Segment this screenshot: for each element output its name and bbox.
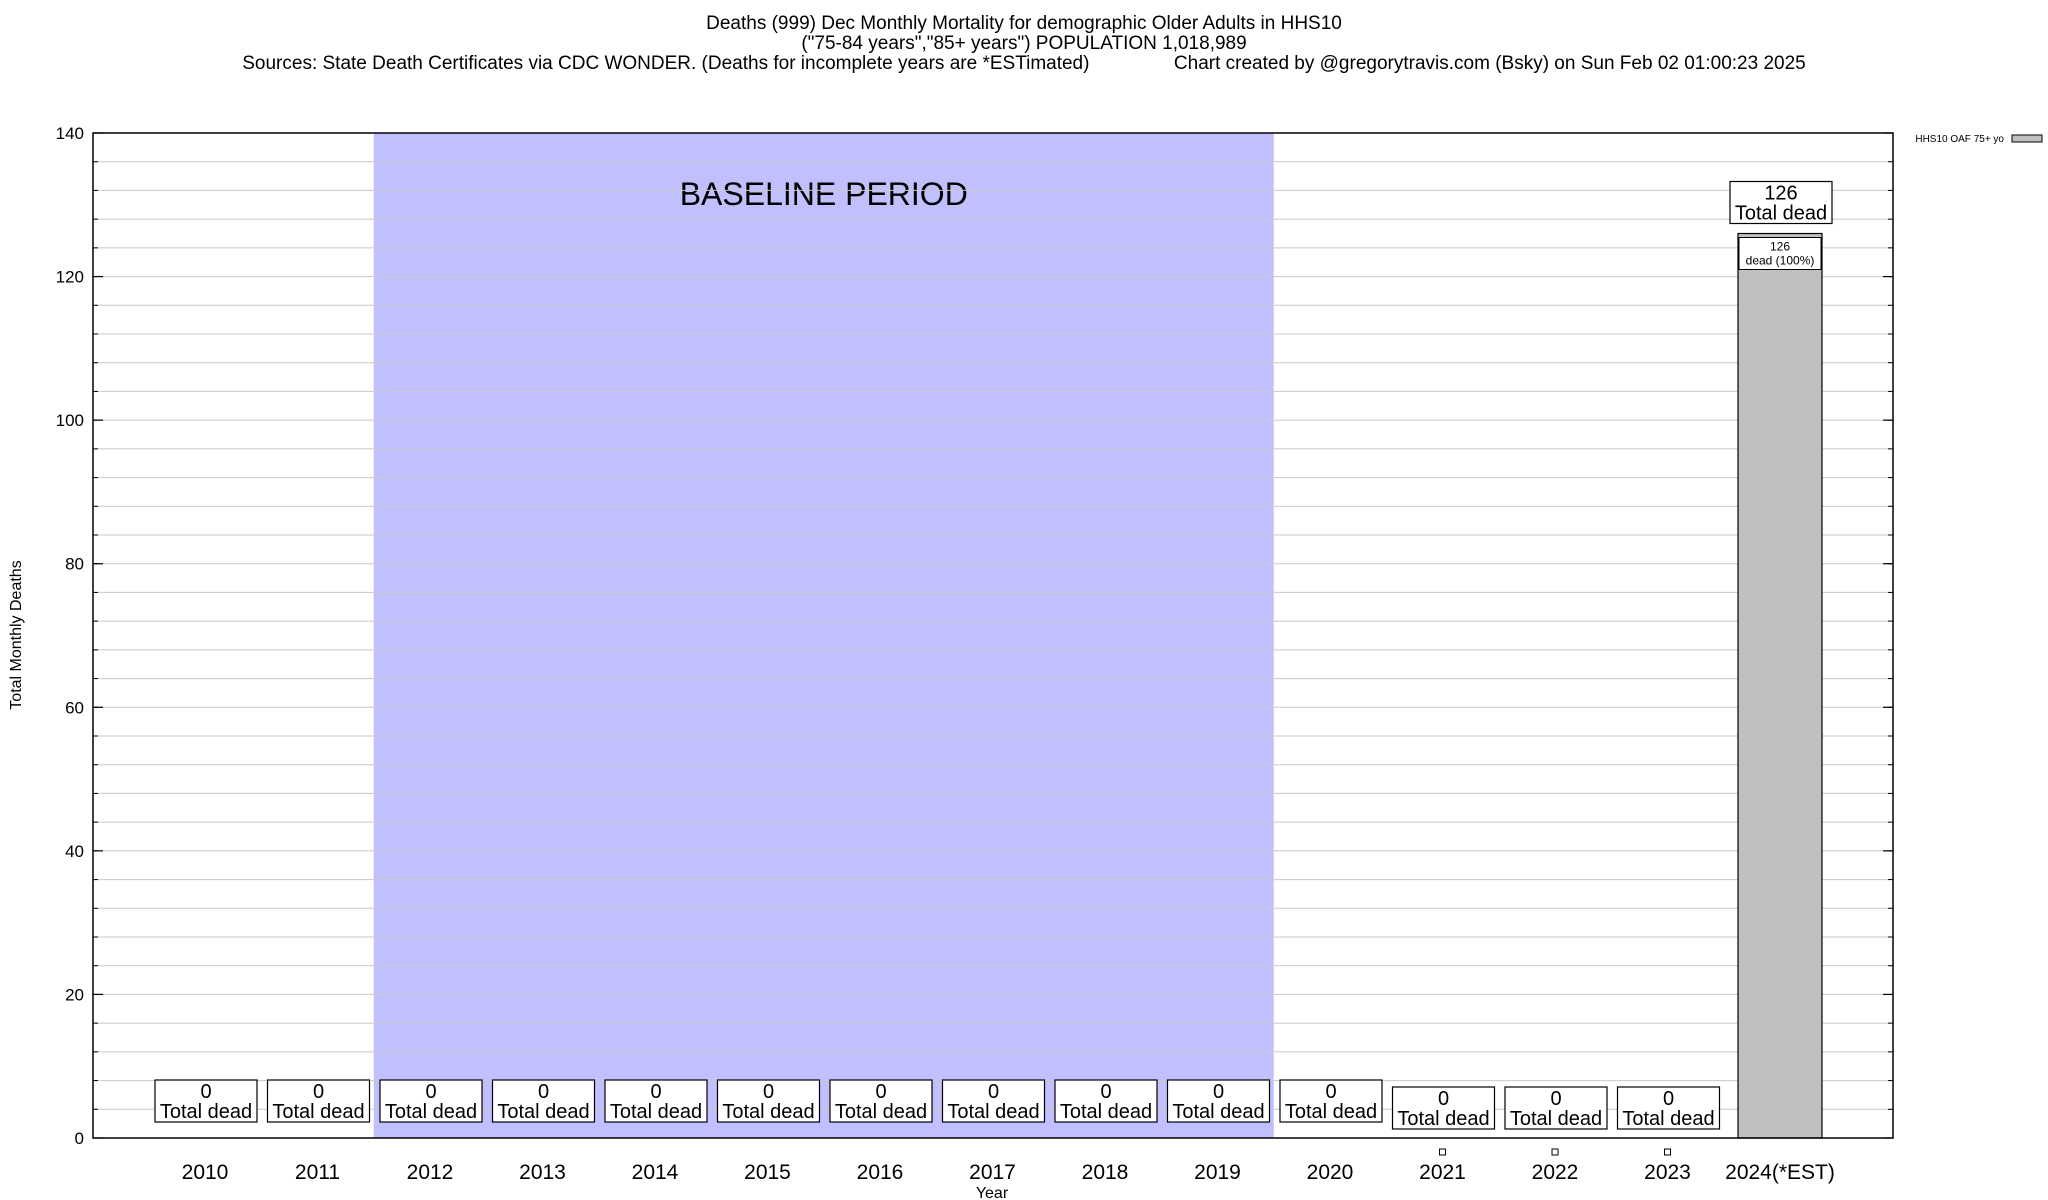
y-tick-label: 100: [56, 411, 84, 430]
x-tick-label: 2023: [1644, 1161, 1691, 1184]
total-label-value: 0: [200, 1081, 211, 1103]
total-label-value: 0: [988, 1081, 999, 1103]
total-label-box: [154, 1079, 258, 1123]
total-label-box: [716, 1079, 821, 1123]
total-label-value: 0: [425, 1081, 436, 1103]
x-tick-label: 2017: [969, 1161, 1016, 1184]
inner-label-value: 126: [1770, 240, 1790, 254]
total-label-text: Total dead: [1622, 1108, 1714, 1130]
total-label-text: Total dead: [1172, 1101, 1264, 1123]
total-label-value: 126: [1764, 183, 1797, 205]
x-tick-label: 2021: [1419, 1161, 1466, 1184]
total-label-value: 0: [1663, 1088, 1674, 1110]
inner-label-percent: dead (100%): [1746, 254, 1815, 268]
bar: [1737, 232, 1823, 1139]
point-marker: [1439, 1148, 1446, 1156]
y-tick-label: 60: [65, 698, 84, 717]
total-label-value: 0: [1550, 1088, 1561, 1110]
total-label-box: [379, 1079, 483, 1123]
total-label-box: [1391, 1086, 1496, 1130]
x-tick-label: 2018: [1082, 1161, 1129, 1184]
total-label-value: 0: [763, 1081, 774, 1103]
total-label-value: 0: [650, 1081, 661, 1103]
x-tick-label: 2024(*EST): [1725, 1161, 1835, 1184]
x-tick-label: 2010: [182, 1161, 229, 1184]
x-tick-label: 2022: [1532, 1161, 1579, 1184]
total-label-value: 0: [1438, 1088, 1449, 1110]
x-axis-label: Year: [976, 1185, 1009, 1200]
total-label-value: 0: [1213, 1081, 1224, 1103]
total-label-box: [1054, 1079, 1158, 1123]
baseline-period-label: BASELINE PERIOD: [680, 176, 968, 212]
y-tick-label: 0: [75, 1129, 84, 1148]
total-label-text: Total dead: [160, 1101, 252, 1123]
total-label-box: [941, 1079, 1046, 1123]
x-tick-label: 2012: [407, 1161, 454, 1184]
total-label-box: [1616, 1086, 1721, 1130]
total-label-value: 0: [1325, 1081, 1336, 1103]
x-tick-label: 2014: [632, 1161, 679, 1184]
plot-frame: [92, 132, 1894, 1139]
chart-sources-credit: Sources: State Death Certificates via CD…: [242, 53, 1806, 74]
total-label-value: 0: [313, 1081, 324, 1103]
total-label-text: Total dead: [272, 1101, 364, 1123]
y-tick-label: 140: [56, 124, 84, 143]
x-tick-label: 2019: [1194, 1161, 1241, 1184]
x-tick-label: 2013: [519, 1161, 566, 1184]
total-label-box: [1729, 180, 1833, 225]
total-label-box: [1504, 1086, 1608, 1130]
point-marker: [1664, 1148, 1671, 1156]
total-label-text: Total dead: [610, 1101, 702, 1123]
total-label-box: [1279, 1079, 1383, 1123]
legend-label: HHS10 OAF 75+ yo: [1915, 134, 2004, 145]
y-tick-label: 40: [65, 842, 84, 861]
chart-subtitle: ("75-84 years","85+ years") POPULATION 1…: [801, 33, 1247, 54]
x-tick-label: 2016: [857, 1161, 904, 1184]
total-label-box: [829, 1079, 933, 1123]
total-label-value: 0: [538, 1081, 549, 1103]
x-tick-label: 2015: [744, 1161, 791, 1184]
total-label-value: 0: [1100, 1081, 1111, 1103]
total-label-text: Total dead: [1285, 1101, 1377, 1123]
x-tick-label: 2011: [295, 1161, 340, 1184]
total-label-text: Total dead: [1510, 1108, 1602, 1130]
y-tick-label: 20: [65, 985, 84, 1004]
total-label-text: Total dead: [1735, 203, 1827, 225]
x-tick-label: 2020: [1307, 1161, 1354, 1184]
total-label-text: Total dead: [497, 1101, 589, 1123]
total-label-text: Total dead: [1060, 1101, 1152, 1123]
total-label-box: [604, 1079, 708, 1123]
total-label-box: [266, 1079, 371, 1123]
y-tick-label: 80: [65, 555, 84, 574]
total-label-box: [1166, 1079, 1271, 1123]
total-label-text: Total dead: [385, 1101, 477, 1123]
total-label-value: 0: [875, 1081, 886, 1103]
total-label-text: Total dead: [722, 1101, 814, 1123]
legend-swatch: [2011, 134, 2043, 143]
baseline-period-band: [373, 133, 1274, 1138]
total-label-text: Total dead: [1397, 1108, 1489, 1130]
y-tick-label: 120: [56, 268, 84, 287]
total-label-box: [491, 1079, 596, 1123]
total-label-text: Total dead: [835, 1101, 927, 1123]
inner-label-box: [1738, 237, 1822, 270]
chart-title: Deaths (999) Dec Monthly Mortality for d…: [706, 13, 1342, 34]
y-axis-label: Total Monthly Deaths: [8, 560, 25, 709]
point-marker: [1551, 1148, 1559, 1156]
total-label-text: Total dead: [947, 1101, 1039, 1123]
